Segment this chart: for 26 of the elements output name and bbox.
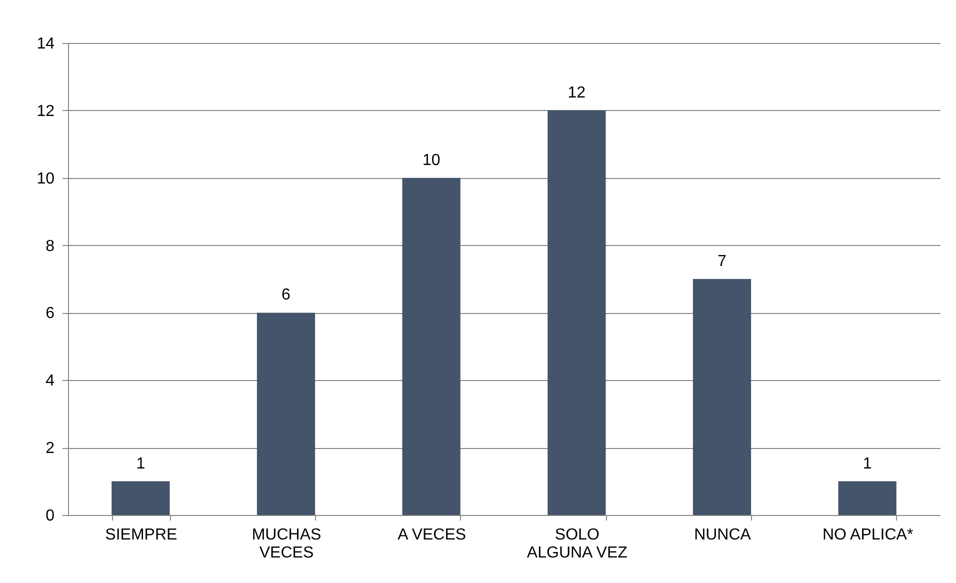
bar bbox=[692, 279, 752, 515]
x-tick-label: MUCHAS VECES bbox=[252, 526, 322, 562]
x-tick-label: NUNCA bbox=[694, 526, 752, 544]
bar bbox=[256, 312, 316, 515]
y-tick-label: 4 bbox=[46, 372, 55, 390]
bar bbox=[548, 110, 606, 515]
data-label: 1 bbox=[862, 455, 872, 472]
y-tick-label: 8 bbox=[46, 238, 55, 255]
y-tick-label: 2 bbox=[46, 440, 55, 458]
y-tick-label: 14 bbox=[36, 36, 55, 52]
bar bbox=[838, 481, 896, 515]
data-label: 10 bbox=[422, 152, 440, 169]
data-label: 1 bbox=[136, 455, 146, 472]
y-tick-label: 12 bbox=[36, 102, 55, 120]
y-tick-label: 0 bbox=[46, 508, 55, 524]
bar bbox=[112, 481, 170, 515]
x-tick-label: NO APLICA* bbox=[822, 526, 914, 544]
data-label: 6 bbox=[282, 286, 291, 304]
data-label: 7 bbox=[718, 253, 727, 270]
y-tick-label: 10 bbox=[36, 170, 55, 188]
x-tick-label: A VECES bbox=[398, 526, 466, 544]
data-label: 12 bbox=[568, 84, 586, 102]
y-tick-label: 6 bbox=[46, 305, 55, 322]
x-tick-label: SOLO ALGUNA VEZ bbox=[526, 526, 628, 562]
x-tick-label: SIEMPRE bbox=[105, 526, 178, 544]
bar bbox=[402, 178, 460, 515]
